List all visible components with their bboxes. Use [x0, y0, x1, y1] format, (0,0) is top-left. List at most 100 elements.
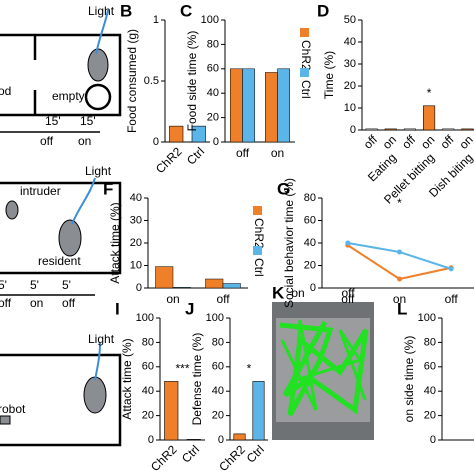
x-tick-label: off — [216, 292, 230, 306]
y-tick-label: 0 — [350, 124, 356, 136]
y-tick-label: 40 — [142, 385, 154, 397]
x-tick-label: ChR2 — [153, 144, 185, 176]
arena-h — [0, 353, 122, 447]
diagram-label: intruder — [20, 184, 61, 198]
arena-e — [0, 181, 122, 275]
y-tick-label: 100 — [201, 14, 219, 26]
y-tick-label: 1 — [153, 14, 159, 26]
y-tick-label: 60 — [304, 214, 316, 226]
bar — [442, 128, 455, 131]
annotation: * — [427, 86, 432, 100]
x-tick-label: Ctrl — [179, 442, 202, 465]
diagram-shapes — [0, 33, 122, 447]
y-tick-label: 60 — [212, 361, 224, 373]
annotation: *** — [175, 362, 189, 376]
x-tick-label: off — [341, 292, 355, 306]
diagram-label: 15' — [45, 114, 61, 128]
bar — [277, 68, 290, 143]
panel-letter: D — [317, 1, 329, 20]
mouse — [87, 48, 109, 82]
y-tick-label: 60 — [142, 361, 154, 373]
y-tick-label: 20 — [304, 259, 316, 271]
y-tick-label: 0 — [148, 434, 154, 446]
bar — [365, 128, 378, 131]
x-tick-label: on — [166, 292, 179, 306]
bar — [230, 68, 243, 143]
diagram-label: off — [40, 134, 54, 148]
panel-letter: L — [397, 299, 407, 318]
legend-swatch — [253, 246, 262, 255]
x-tick-label: on — [380, 132, 399, 151]
y-axis-label: Food side time (%) — [185, 31, 199, 132]
x-tick-label: on — [393, 292, 406, 306]
diagram-label: off — [62, 296, 76, 310]
bar — [423, 105, 436, 131]
bar — [222, 283, 241, 289]
x-tick-label: off — [361, 132, 381, 152]
y-tick-label: 40 — [304, 237, 316, 249]
y-tick-label: 30 — [130, 214, 142, 226]
y-tick-label: 0 — [218, 434, 224, 446]
y-tick-label: 100 — [418, 312, 436, 324]
diagram-label: empty — [52, 89, 85, 103]
y-tick-label: 10 — [130, 259, 142, 271]
y-axis-label: Social behavior time (%) — [282, 178, 296, 308]
y-tick-label: 0 — [153, 136, 159, 148]
y-tick-label: 30 — [344, 58, 356, 70]
y-axis-label: Time (%) — [322, 51, 336, 99]
point — [397, 276, 402, 282]
bar — [155, 266, 174, 289]
bar — [252, 381, 265, 441]
diagram-label: 5' — [62, 278, 71, 292]
bar — [191, 125, 206, 143]
x-tick-label: off — [399, 132, 419, 152]
diagram-label: 15' — [80, 114, 96, 128]
legend-swatch — [300, 28, 309, 37]
x-tick-label: off — [437, 132, 457, 152]
panel-letter: F — [103, 179, 113, 198]
diagram-label: Light — [85, 164, 112, 178]
legend-label: Ctrl — [299, 80, 313, 99]
y-axis-label: Attack time (%) — [108, 202, 122, 283]
y-tick-label: 60 — [424, 361, 436, 373]
y-tick-label: 10 — [344, 102, 356, 114]
diagram-label: on — [30, 296, 43, 310]
image-label: on — [291, 286, 304, 300]
panel-letter: G — [277, 179, 290, 198]
y-tick-label: 40 — [344, 36, 356, 48]
y-tick-label: 0 — [136, 282, 142, 294]
mice — [0, 48, 109, 425]
y-tick-label: 80 — [207, 38, 219, 50]
bar — [265, 72, 278, 143]
y-tick-label: 20 — [344, 80, 356, 92]
fiber — [95, 9, 109, 55]
panel-letter: B — [120, 1, 132, 20]
bar — [461, 128, 474, 131]
x-tick-label: Ctrl — [184, 144, 207, 167]
diagram-label: Light — [88, 4, 115, 18]
point — [448, 266, 454, 272]
panel-letter: C — [180, 1, 192, 20]
bar — [164, 381, 179, 441]
y-tick-label: 20 — [212, 410, 224, 422]
image-label: off — [341, 286, 355, 300]
diagram-label: off — [0, 296, 12, 310]
diagram-label: od — [0, 84, 11, 98]
y-tick-label: 40 — [207, 87, 219, 99]
x-tick-label: off — [445, 292, 459, 306]
bar — [403, 128, 416, 131]
y-tick-label: 80 — [212, 336, 224, 348]
y-axis-label: on side time (%) — [402, 336, 416, 423]
diagram-label: 5' — [0, 278, 7, 292]
y-axis-label: Attack time (%) — [120, 338, 134, 419]
y-tick-label: 80 — [142, 336, 154, 348]
group-label: Eating — [365, 150, 399, 184]
y-tick-label: 100 — [206, 312, 224, 324]
y-tick-label: 100 — [136, 312, 154, 324]
point — [397, 249, 402, 255]
annotation: * — [247, 362, 252, 376]
fibers — [71, 9, 109, 381]
robot — [0, 415, 11, 425]
legend-swatch — [253, 206, 262, 215]
